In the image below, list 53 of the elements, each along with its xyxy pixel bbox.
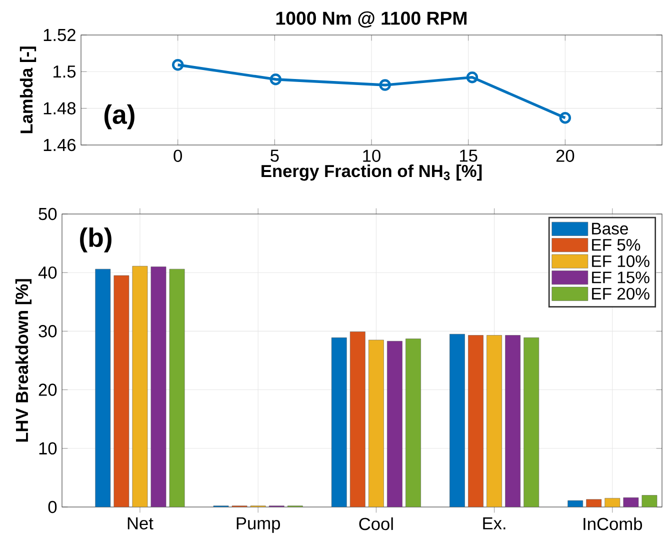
legend-label: EF 20% bbox=[592, 288, 650, 300]
x-tick-label: 20 bbox=[556, 150, 574, 162]
y-tick-label: 20 bbox=[38, 384, 57, 396]
bar bbox=[114, 275, 130, 507]
legend-label: Base bbox=[592, 222, 628, 235]
point bbox=[270, 73, 282, 86]
point bbox=[466, 71, 478, 84]
annotation: (b) bbox=[80, 227, 112, 252]
y-tick-label: 40 bbox=[38, 266, 57, 279]
x-tick-label: 0 bbox=[174, 150, 182, 162]
y-axis-title: Lambda [-] bbox=[20, 46, 36, 134]
y-tick-label: 1.46 bbox=[44, 138, 76, 152]
x-tick-label: 15 bbox=[460, 150, 478, 162]
chart-title: 1000 Nm @ 1100 RPM bbox=[276, 11, 466, 28]
y-tick-label: 10 bbox=[39, 442, 57, 455]
x-tick-label: Pump bbox=[236, 517, 280, 533]
x-tick-label: Cool bbox=[359, 517, 393, 530]
y-tick-label: 30 bbox=[38, 325, 57, 338]
y-tick-label: 50 bbox=[38, 208, 57, 220]
bar bbox=[387, 341, 402, 507]
y-tick-label: 1.5 bbox=[54, 66, 76, 78]
x-tick-label: 10 bbox=[363, 150, 380, 162]
bar bbox=[623, 497, 639, 507]
bar bbox=[95, 268, 111, 507]
bar bbox=[524, 338, 540, 507]
bar bbox=[368, 340, 384, 507]
x-tick-label: InComb bbox=[584, 517, 642, 530]
y-tick-label: 1.52 bbox=[44, 28, 76, 42]
bar bbox=[604, 498, 620, 507]
y-axis-title: LHV Breakdown [%] bbox=[15, 279, 32, 442]
bar bbox=[468, 335, 484, 507]
bar bbox=[406, 338, 421, 507]
y-tick-label: 1.48 bbox=[44, 102, 76, 114]
bar bbox=[150, 266, 166, 507]
bar bbox=[169, 268, 185, 507]
legend-label: EF 5% bbox=[592, 239, 640, 251]
bar bbox=[132, 266, 148, 507]
legend-label: EF 10% bbox=[592, 255, 650, 268]
y-tick-label: 0 bbox=[48, 500, 57, 514]
point bbox=[379, 79, 391, 91]
x-tick-label: 5 bbox=[270, 150, 279, 162]
x-tick-label: Ex. bbox=[483, 517, 506, 530]
bar bbox=[450, 334, 465, 507]
bar bbox=[350, 332, 366, 507]
point bbox=[172, 59, 184, 71]
bar bbox=[331, 338, 347, 507]
annotation: (a) bbox=[104, 104, 134, 130]
point bbox=[559, 112, 572, 124]
x-tick-label: Net bbox=[128, 517, 154, 530]
bar bbox=[505, 335, 520, 507]
x-axis-title: Energy Fraction of NH$_{3}$ [%] bbox=[262, 164, 482, 181]
bar bbox=[486, 335, 502, 507]
legend-label: EF 15% bbox=[592, 272, 650, 284]
